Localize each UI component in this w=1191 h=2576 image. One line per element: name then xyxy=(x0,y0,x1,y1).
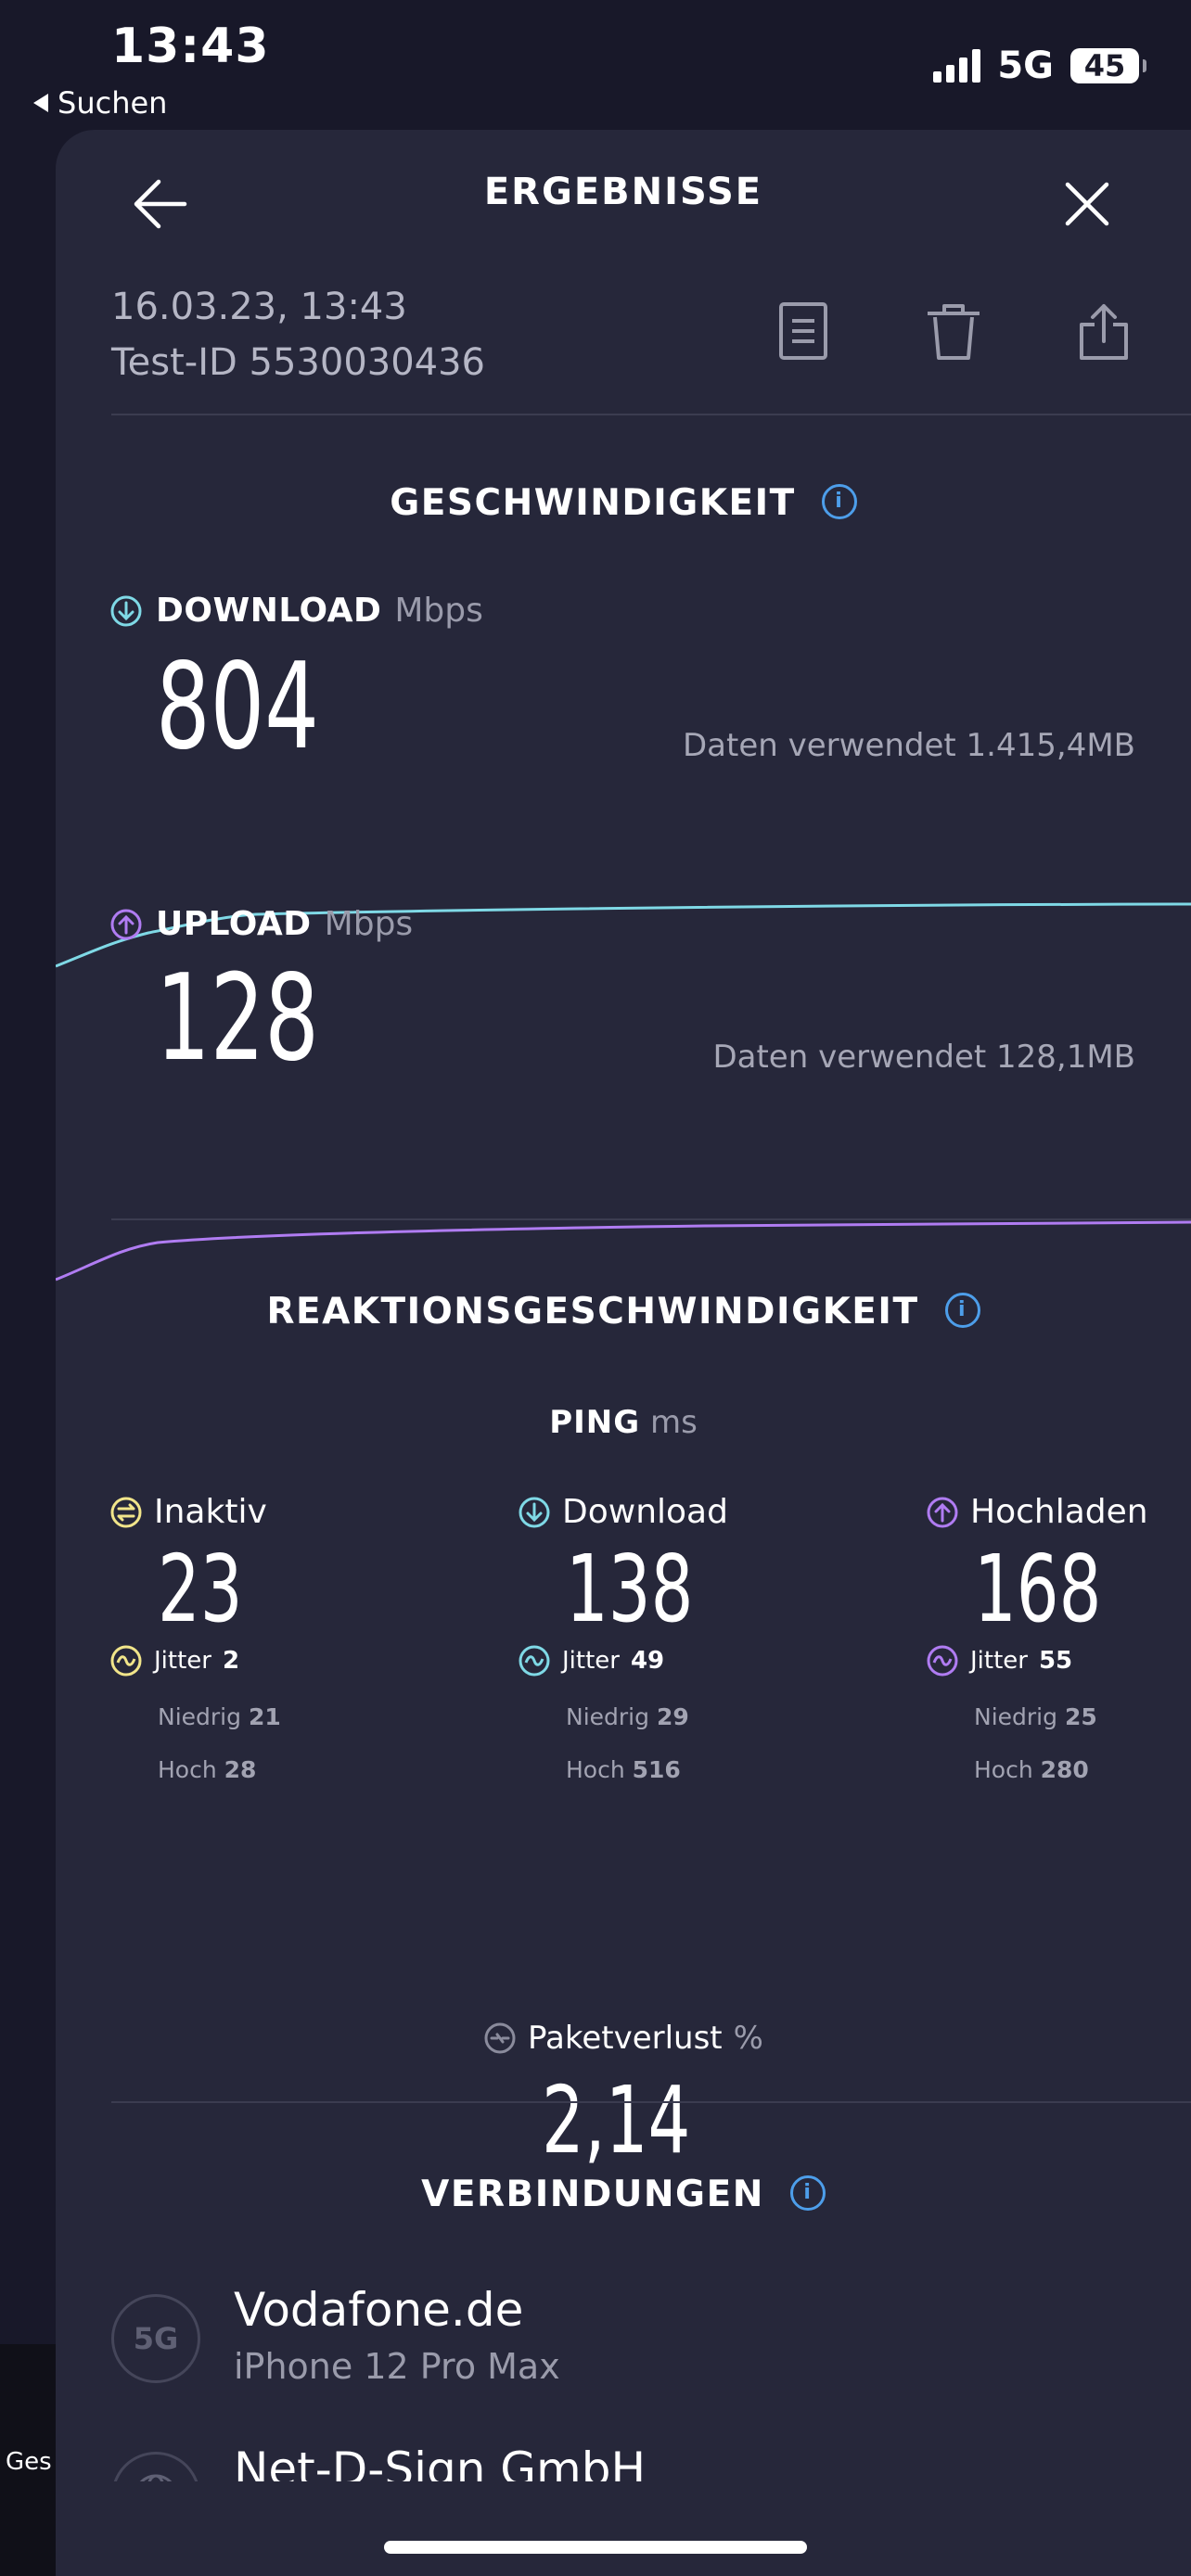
delete-button[interactable] xyxy=(924,302,983,362)
download-label: DOWNLOAD Mbps xyxy=(109,592,483,630)
download-high-value: 516 xyxy=(632,1756,681,1783)
divider xyxy=(111,414,1191,415)
high-label: Hoch xyxy=(566,1756,625,1783)
idle-jitter-value: 2 xyxy=(222,1647,240,1675)
signal-bars-icon xyxy=(933,49,981,83)
upload-jitter-value: 55 xyxy=(1038,1647,1073,1675)
upload-graph xyxy=(56,1220,1191,1282)
idle-icon xyxy=(110,1497,142,1527)
ping-title: PING ms xyxy=(56,1404,1191,1441)
test-id: Test-ID 5530030436 xyxy=(111,341,486,384)
idle-ping-value: 23 xyxy=(158,1535,243,1643)
background-app-label: Ges xyxy=(6,2448,52,2476)
download-arrow-icon xyxy=(519,1497,550,1527)
arrow-left-icon xyxy=(134,179,187,229)
low-label: Niedrig xyxy=(566,1703,649,1730)
upload-label-text: UPLOAD xyxy=(156,905,312,943)
network-type: 5G xyxy=(997,45,1054,87)
speed-title-text: GESCHWINDIGKEIT xyxy=(390,482,796,524)
speed-section-title: GESCHWINDIGKEIT i xyxy=(56,482,1191,524)
upload-ping-value: 168 xyxy=(974,1535,1102,1643)
low-label: Niedrig xyxy=(158,1703,241,1730)
upload-low-value: 25 xyxy=(1064,1703,1097,1730)
upload-data-used: Daten verwendet 128,1MB xyxy=(712,1039,1135,1076)
upload-ping-label: Hochladen xyxy=(970,1493,1148,1531)
close-icon xyxy=(1065,182,1109,226)
high-label: Hoch xyxy=(158,1756,217,1783)
packet-loss-label: Paketverlust % xyxy=(56,2020,1191,2057)
background-app-strip xyxy=(0,2344,59,2576)
divider xyxy=(111,1218,1191,1220)
connections-section-title: VERBINDUNGEN i xyxy=(56,2174,1191,2215)
speed-info-icon[interactable]: i xyxy=(821,483,857,519)
device-name: iPhone 12 Pro Max xyxy=(234,2346,560,2387)
jitter-icon xyxy=(927,1645,958,1677)
upload-arrow-icon xyxy=(110,909,142,939)
page-title: ERGEBNISSE xyxy=(483,171,763,213)
high-label: Hoch xyxy=(974,1756,1033,1783)
back-to-search-label: Suchen xyxy=(58,85,168,121)
jitter-label: Jitter xyxy=(154,1647,211,1675)
upload-unit: Mbps xyxy=(324,905,414,943)
latency-section-title: REAKTIONSGESCHWINDIGKEIT i xyxy=(56,1291,1191,1333)
packet-loss-text: Paketverlust xyxy=(528,2020,723,2057)
upload-high-value: 280 xyxy=(1040,1756,1089,1783)
trash-icon xyxy=(928,304,980,360)
download-unit: Mbps xyxy=(394,592,483,630)
idle-high-value: 28 xyxy=(224,1756,257,1783)
5g-badge-icon: 5G xyxy=(111,2294,200,2383)
status-indicators: 5G 45 xyxy=(933,45,1146,87)
close-button[interactable] xyxy=(1050,167,1124,241)
download-low-value: 29 xyxy=(656,1703,689,1730)
download-arrow-icon xyxy=(110,595,142,626)
battery-icon: 45 xyxy=(1070,48,1146,83)
download-jitter-value: 49 xyxy=(630,1647,665,1675)
ping-label: PING xyxy=(549,1404,641,1441)
ping-upload-column: Hochladen 168 Jitter 55 Niedrig 25 Hoch 2… xyxy=(926,1493,1185,1783)
download-value: 804 xyxy=(156,638,319,776)
share-button[interactable] xyxy=(1074,302,1133,362)
share-icon xyxy=(1080,304,1128,360)
jitter-icon xyxy=(110,1645,142,1677)
carrier-name: Vodafone.de xyxy=(234,2283,524,2337)
download-ping-label: Download xyxy=(562,1493,728,1531)
latency-info-icon[interactable]: i xyxy=(944,1292,980,1328)
jitter-icon xyxy=(519,1645,550,1677)
connections-title-text: VERBINDUNGEN xyxy=(421,2174,764,2215)
packet-loss-icon xyxy=(484,2022,516,2054)
back-to-search-link[interactable]: Suchen xyxy=(33,85,167,121)
status-time: 13:43 xyxy=(111,19,270,74)
report-icon xyxy=(779,302,827,360)
results-sheet: ERGEBNISSE 16.03.23, 13:43 Test-ID 55300… xyxy=(56,130,1191,2576)
back-button[interactable] xyxy=(122,167,197,241)
packet-loss-value: 2,14 xyxy=(542,2066,691,2174)
ping-idle-column: Inaktiv 23 Jitter 2 Niedrig 21 Hoch 28 xyxy=(109,1493,499,1783)
download-label-text: DOWNLOAD xyxy=(156,592,382,630)
sheet-bottom-fade xyxy=(56,2481,1191,2576)
ping-unit: ms xyxy=(649,1404,698,1441)
connections-info-icon[interactable]: i xyxy=(789,2174,826,2211)
upload-arrow-icon xyxy=(927,1497,958,1527)
test-date: 16.03.23, 13:43 xyxy=(111,286,407,328)
packet-loss-unit: % xyxy=(733,2020,763,2057)
download-ping-value: 138 xyxy=(566,1535,694,1643)
report-button[interactable] xyxy=(774,302,833,362)
idle-label: Inaktiv xyxy=(154,1493,267,1531)
home-indicator[interactable] xyxy=(384,2541,807,2554)
low-label: Niedrig xyxy=(974,1703,1057,1730)
jitter-label: Jitter xyxy=(970,1647,1028,1675)
divider xyxy=(111,2101,1191,2103)
idle-low-value: 21 xyxy=(248,1703,281,1730)
latency-title-text: REAKTIONSGESCHWINDIGKEIT xyxy=(266,1291,919,1333)
ping-download-column: Download 138 Jitter 49 Niedrig 29 Hoch 51… xyxy=(518,1493,907,1783)
upload-value: 128 xyxy=(156,950,319,1088)
back-triangle-icon xyxy=(33,94,48,112)
jitter-label: Jitter xyxy=(562,1647,620,1675)
download-data-used: Daten verwendet 1.415,4MB xyxy=(683,727,1135,764)
upload-label: UPLOAD Mbps xyxy=(109,905,413,943)
